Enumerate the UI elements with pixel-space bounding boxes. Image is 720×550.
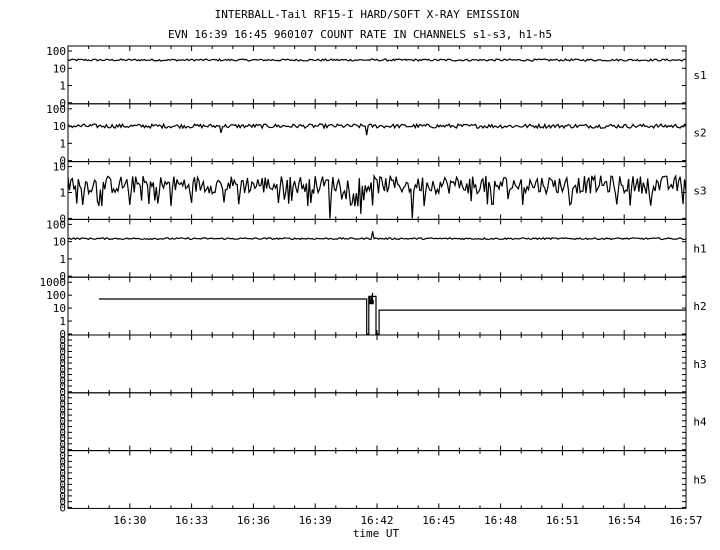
y-tick-label: 0 [59, 426, 66, 439]
y-tick-label: 0 [59, 346, 66, 359]
y-tick-label: 0 [59, 363, 66, 376]
y-tick-label: 0 [59, 496, 66, 509]
y-tick-label: 0 [59, 461, 66, 474]
panels-group: 1001010s11001010s21010s31001010h11000100… [40, 45, 707, 514]
y-tick-label: 0 [59, 334, 66, 347]
y-tick-label: 1 [59, 137, 66, 150]
y-tick-label: 0 [59, 403, 66, 416]
y-tick-label: 1 [59, 253, 66, 266]
y-tick-label: 100 [46, 218, 66, 231]
panel-frame [67, 276, 687, 336]
y-tick-label: 0 [59, 473, 66, 486]
y-tick-label: 0 [59, 212, 66, 225]
y-tick-label: 0 [59, 357, 66, 370]
x-tick-label: 16:57 [669, 514, 702, 527]
y-tick-label: 0 [59, 455, 66, 468]
y-tick-label: 0 [59, 398, 66, 411]
y-tick-label: 1 [59, 187, 66, 200]
panel-frame [67, 45, 687, 105]
y-tick-label: 10 [53, 62, 66, 75]
series-line-h2 [98, 292, 686, 335]
y-tick-label: 100 [46, 45, 66, 58]
y-tick-label: 0 [59, 450, 66, 463]
x-tick-label: 16:30 [113, 514, 146, 527]
y-tick-label: 1 [59, 80, 66, 93]
panel-frame [67, 392, 687, 452]
series-label-h5: h5 [693, 474, 706, 487]
y-tick-label: 0 [59, 467, 66, 480]
series-label-h1: h1 [693, 242, 706, 255]
series-line-s1 [67, 58, 687, 62]
series-label-h2: h2 [693, 300, 706, 313]
x-tick-label: 16:54 [608, 514, 641, 527]
y-tick-label: 0 [59, 374, 66, 387]
series-label-s3: s3 [693, 185, 706, 198]
y-tick-label: 0 [59, 432, 66, 445]
panel-frame [67, 161, 687, 220]
y-tick-label: 0 [59, 392, 66, 405]
panel-frame [67, 103, 687, 163]
x-tick-label: 16:42 [360, 514, 393, 527]
series-label-s1: s1 [693, 69, 706, 82]
y-tick-label: 10 [53, 120, 66, 133]
y-tick-label: 0 [59, 444, 66, 457]
y-tick-label: 10 [53, 161, 66, 174]
chart-title: INTERBALL-Tail RF15-I HARD/SOFT X-RAY EM… [215, 8, 520, 21]
panel-frame [67, 334, 687, 394]
y-tick-label: 0 [59, 340, 66, 353]
y-tick-label: 0 [59, 328, 66, 341]
series-label-h4: h4 [693, 416, 707, 429]
y-tick-label: 0 [59, 438, 66, 451]
series-label-s2: s2 [693, 127, 706, 140]
y-tick-label: 100 [46, 103, 66, 116]
series-line-s2 [67, 122, 687, 136]
series-label-h3: h3 [693, 358, 706, 371]
y-tick-label: 100 [46, 289, 66, 302]
x-tick-label: 16:45 [422, 514, 455, 527]
x-tick-label: 16:39 [299, 514, 332, 527]
y-tick-label: 0 [59, 351, 66, 364]
y-tick-label: 0 [59, 386, 66, 399]
y-tick-label: 0 [59, 155, 66, 168]
y-tick-label: 0 [59, 421, 66, 434]
panel-frame [67, 218, 687, 278]
y-tick-label: 1 [59, 315, 66, 328]
x-tick-label: 16:51 [546, 514, 579, 527]
chart-subtitle: EVN 16:39 16:45 960107 COUNT RATE IN CHA… [168, 28, 552, 41]
y-tick-label: 0 [59, 490, 66, 503]
y-tick-label: 0 [59, 415, 66, 428]
x-tick-label: 16:48 [484, 514, 517, 527]
y-tick-label: 0 [59, 369, 66, 382]
x-tick-labels: 16:30 16:33 16:36 16:39 16:42 16:45 16:48 16:51… [113, 514, 702, 527]
y-tick-label: 0 [59, 478, 66, 491]
panel-frame [67, 450, 687, 509]
y-tick-label: 0 [59, 97, 66, 110]
y-tick-label: 0 [59, 409, 66, 422]
y-tick-label: 0 [59, 270, 66, 283]
series-line-h1 [67, 231, 687, 241]
x-tick-label: 16:33 [175, 514, 208, 527]
x-tick-label: 16:36 [237, 514, 270, 527]
series-line-s3 [67, 173, 687, 219]
y-tick-label: 10 [53, 236, 66, 249]
y-tick-label: 0 [59, 501, 66, 514]
y-tick-label: 1000 [40, 276, 67, 289]
y-tick-label: 0 [59, 484, 66, 497]
y-tick-label: 10 [53, 302, 66, 315]
y-tick-label: 0 [59, 380, 66, 393]
x-axis-label: time UT [353, 527, 400, 540]
